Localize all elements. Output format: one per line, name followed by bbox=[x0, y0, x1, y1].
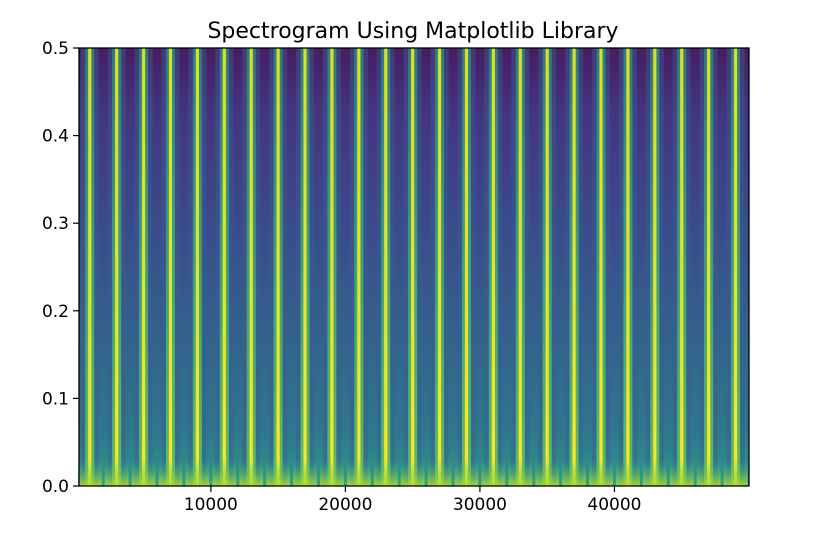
harmonic-line bbox=[615, 48, 640, 486]
harmonic-line-base-glow bbox=[696, 460, 721, 486]
x-tick-label: 20000 bbox=[318, 495, 372, 515]
harmonic-line bbox=[696, 48, 721, 486]
harmonic-line-base-glow bbox=[481, 460, 506, 486]
harmonic-line-core bbox=[653, 48, 657, 486]
plot-area bbox=[77, 47, 750, 487]
harmonic-line-base-glow bbox=[427, 460, 452, 486]
harmonic-line bbox=[77, 48, 102, 486]
harmonic-line-base-glow bbox=[615, 460, 640, 486]
harmonic-lines-layer bbox=[77, 48, 748, 486]
harmonic-line-base-glow bbox=[346, 460, 371, 486]
harmonic-line bbox=[104, 48, 129, 486]
y-tick-label: 0.1 bbox=[42, 389, 69, 409]
harmonic-line-base-glow bbox=[562, 460, 587, 486]
harmonic-line-core bbox=[357, 48, 361, 486]
harmonic-line bbox=[642, 48, 667, 486]
harmonic-line-base-glow bbox=[77, 460, 102, 486]
harmonic-line bbox=[400, 48, 425, 486]
harmonic-line-core bbox=[115, 48, 119, 486]
harmonic-line bbox=[266, 48, 291, 486]
harmonic-line bbox=[158, 48, 183, 486]
harmonic-line-core bbox=[141, 48, 146, 486]
harmonic-line-core bbox=[599, 48, 603, 486]
harmonic-line-base-glow bbox=[669, 460, 694, 486]
harmonic-line-base-glow bbox=[508, 460, 533, 486]
x-tick-label: 10000 bbox=[184, 495, 238, 515]
plot-frame bbox=[78, 47, 750, 487]
harmonic-line-core bbox=[222, 48, 226, 486]
harmonic-line bbox=[319, 48, 344, 486]
harmonic-line-base-glow bbox=[373, 460, 398, 486]
x-tick-label: 40000 bbox=[587, 495, 641, 515]
harmonic-line bbox=[562, 48, 587, 486]
harmonic-line bbox=[346, 48, 371, 486]
harmonic-line-base-glow bbox=[212, 460, 237, 486]
harmonic-line bbox=[427, 48, 452, 486]
harmonic-line-base-glow bbox=[400, 460, 425, 486]
harmonic-line-core bbox=[518, 48, 522, 486]
harmonic-line-base-glow bbox=[589, 460, 614, 486]
harmonic-line-core bbox=[733, 48, 738, 486]
x-tick-label: 30000 bbox=[453, 495, 507, 515]
harmonic-line bbox=[239, 48, 264, 486]
harmonic-line-core bbox=[384, 48, 388, 486]
harmonic-line-core bbox=[276, 48, 280, 486]
harmonic-line-core bbox=[303, 48, 307, 486]
harmonic-line-core bbox=[195, 48, 199, 486]
harmonic-line-base-glow bbox=[158, 460, 183, 486]
harmonic-line-base-glow bbox=[642, 460, 667, 486]
y-tick-label: 0.0 bbox=[42, 477, 69, 497]
harmonic-line bbox=[535, 48, 560, 486]
y-tick-label: 0.5 bbox=[42, 39, 69, 59]
harmonic-line-core bbox=[411, 48, 415, 486]
y-tick-label: 0.3 bbox=[42, 214, 69, 234]
harmonic-line-core bbox=[168, 48, 173, 486]
harmonic-line bbox=[508, 48, 533, 486]
harmonic-line-core bbox=[491, 48, 495, 486]
harmonic-line bbox=[131, 48, 156, 486]
harmonic-line bbox=[373, 48, 398, 486]
harmonic-line-base-glow bbox=[319, 460, 344, 486]
harmonic-line-core bbox=[88, 48, 92, 486]
harmonic-line bbox=[481, 48, 506, 486]
harmonic-line-core bbox=[330, 48, 334, 486]
harmonic-line-core bbox=[626, 48, 630, 486]
harmonic-line-base-glow bbox=[131, 460, 156, 486]
harmonic-line-base-glow bbox=[239, 460, 264, 486]
harmonic-line-core bbox=[572, 48, 576, 486]
harmonic-line-base-glow bbox=[293, 460, 318, 486]
harmonic-line-base-glow bbox=[104, 460, 129, 486]
harmonic-line-base-glow bbox=[185, 460, 210, 486]
harmonic-line bbox=[454, 48, 479, 486]
harmonic-line-base-glow bbox=[266, 460, 291, 486]
harmonic-line-core bbox=[249, 48, 253, 486]
harmonic-line bbox=[669, 48, 694, 486]
y-tick-label: 0.2 bbox=[42, 302, 69, 322]
y-axis: 0.0 0.1 0.2 0.3 0.4 0.5 bbox=[42, 39, 79, 497]
harmonic-line-base-glow bbox=[723, 460, 748, 486]
harmonic-line bbox=[185, 48, 210, 486]
harmonic-line-core bbox=[680, 48, 684, 486]
x-axis: 10000 20000 30000 40000 bbox=[184, 486, 642, 515]
harmonic-line-core bbox=[464, 48, 469, 486]
harmonic-line bbox=[212, 48, 237, 486]
harmonic-line bbox=[293, 48, 318, 486]
harmonic-line-core bbox=[707, 48, 711, 486]
harmonic-line bbox=[723, 48, 748, 486]
harmonic-line bbox=[589, 48, 614, 486]
y-tick-label: 0.4 bbox=[42, 127, 69, 147]
chart-title: Spectrogram Using Matplotlib Library bbox=[207, 19, 618, 44]
harmonic-line-core bbox=[437, 48, 442, 486]
harmonic-line-base-glow bbox=[535, 460, 560, 486]
harmonic-line-core bbox=[545, 48, 549, 486]
harmonic-line-base-glow bbox=[454, 460, 479, 486]
